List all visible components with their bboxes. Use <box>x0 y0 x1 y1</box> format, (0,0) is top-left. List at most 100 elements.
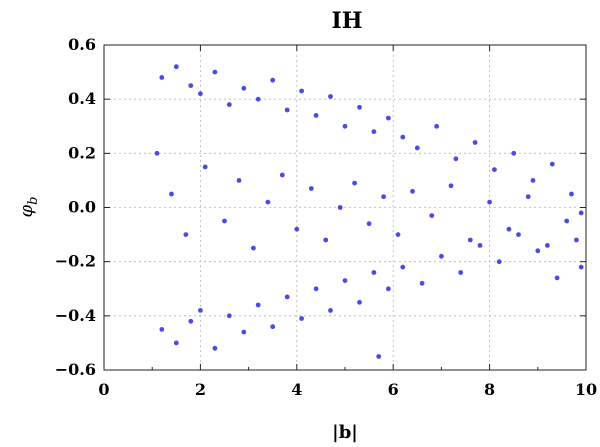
point-7 <box>255 96 261 102</box>
point-34 <box>251 245 256 251</box>
x-tick-label-4: 8 <box>484 380 495 399</box>
y-axis-label-base: φ <box>16 204 37 217</box>
point-11 <box>313 113 319 118</box>
point-14 <box>357 104 362 110</box>
point-36 <box>279 172 285 178</box>
point-60 <box>226 313 232 319</box>
y-tick-label-4: 0.2 <box>68 143 96 162</box>
x-axis-ticks: 0 2 4 6 8 10 <box>98 45 597 399</box>
point-56 <box>173 340 179 346</box>
point-41 <box>352 180 357 186</box>
point-39 <box>323 237 329 243</box>
y-tick-label-2: −0.2 <box>55 252 96 271</box>
y-tick-label-3: 0.0 <box>68 198 96 217</box>
point-57 <box>188 318 194 324</box>
point-64 <box>284 294 290 300</box>
point-65 <box>299 316 304 321</box>
x-tick-label-0: 0 <box>98 380 109 399</box>
point-19 <box>434 123 439 129</box>
point-48 <box>467 237 473 243</box>
point-51 <box>525 194 531 200</box>
point-28 <box>154 150 160 156</box>
point-63 <box>270 324 276 330</box>
point-76 <box>477 243 483 248</box>
point-9 <box>284 107 290 113</box>
x-tick-label-3: 6 <box>388 380 399 399</box>
y-axis-label-sub: b <box>26 197 41 205</box>
point-4 <box>212 69 218 75</box>
point-16 <box>386 115 391 121</box>
point-3 <box>198 91 203 97</box>
point-72 <box>400 264 406 270</box>
point-66 <box>313 286 319 292</box>
point-22 <box>492 167 497 173</box>
point-54 <box>578 264 584 270</box>
point-50 <box>506 226 512 232</box>
data-points <box>154 64 584 359</box>
point-37 <box>294 226 300 232</box>
x-tick-label-2: 4 <box>291 380 302 399</box>
y-axis-ticks: −0.6 −0.4 −0.2 0.0 0.2 0.4 0.6 <box>55 35 586 379</box>
point-68 <box>342 278 348 283</box>
point-45 <box>410 188 415 194</box>
point-61 <box>241 329 247 335</box>
point-73 <box>419 280 425 286</box>
point-80 <box>554 275 560 281</box>
point-33 <box>236 178 242 183</box>
point-32 <box>222 218 227 224</box>
point-15 <box>371 129 377 135</box>
point-23 <box>511 150 517 156</box>
point-21 <box>472 140 478 145</box>
point-27 <box>578 210 584 216</box>
point-31 <box>202 164 208 170</box>
svg-text:φb: φb <box>16 197 41 218</box>
y-tick-label-6: 0.6 <box>68 35 96 54</box>
point-43 <box>381 194 386 200</box>
point-59 <box>212 345 218 351</box>
point-69 <box>357 299 362 305</box>
point-79 <box>535 248 541 254</box>
point-49 <box>487 199 492 205</box>
point-53 <box>564 218 570 224</box>
x-tick-label-5: 10 <box>575 380 597 399</box>
point-20 <box>453 156 459 162</box>
point-75 <box>458 270 464 275</box>
point-40 <box>337 205 343 210</box>
x-axis-label: |b| <box>332 422 358 443</box>
point-81 <box>574 237 579 243</box>
point-12 <box>328 94 333 99</box>
point-77 <box>496 259 502 265</box>
point-10 <box>299 88 304 94</box>
point-42 <box>366 221 372 227</box>
y-axis-label: φb <box>16 197 41 218</box>
point-25 <box>549 161 555 167</box>
point-71 <box>386 286 391 292</box>
point-62 <box>255 302 261 308</box>
point-13 <box>342 123 348 129</box>
point-30 <box>183 232 189 238</box>
point-29 <box>169 191 174 197</box>
chart-title: IH <box>331 8 362 34</box>
point-70 <box>371 270 377 275</box>
point-74 <box>439 253 444 259</box>
point-35 <box>265 199 271 205</box>
point-52 <box>545 243 550 248</box>
y-tick-label-5: 0.4 <box>68 89 96 108</box>
point-46 <box>429 213 435 219</box>
point-44 <box>395 232 401 238</box>
point-82 <box>376 354 382 359</box>
point-24 <box>530 178 536 183</box>
point-0 <box>159 75 165 80</box>
point-18 <box>414 145 420 151</box>
point-78 <box>516 232 521 238</box>
point-26 <box>569 191 574 197</box>
point-58 <box>198 308 203 313</box>
point-47 <box>448 183 454 189</box>
y-tick-label-0: −0.6 <box>55 360 96 379</box>
point-67 <box>328 308 333 313</box>
y-tick-label-1: −0.4 <box>55 306 96 325</box>
point-5 <box>226 102 232 107</box>
grid-lines <box>104 45 586 370</box>
point-17 <box>400 134 406 140</box>
